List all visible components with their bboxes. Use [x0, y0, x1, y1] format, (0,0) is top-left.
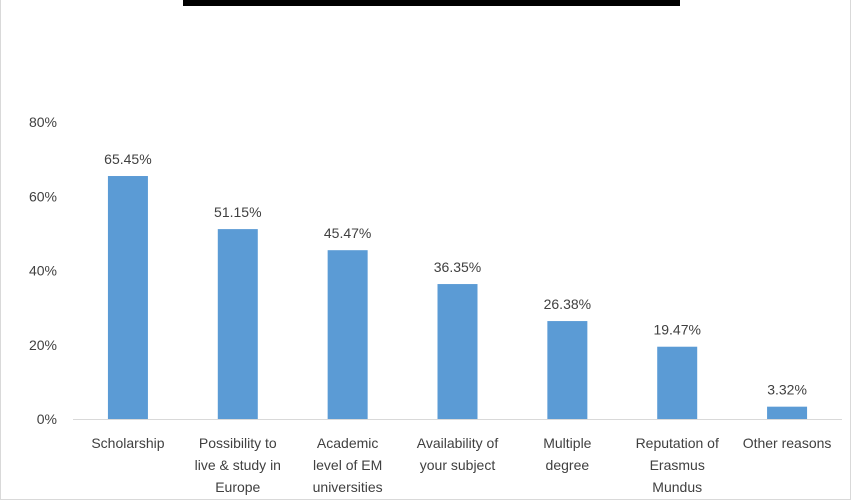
- category-label-line: Erasmus: [650, 457, 705, 473]
- category-label-line: Reputation of: [636, 435, 719, 451]
- category-label-line: Availability of: [417, 435, 499, 451]
- category-label-line: Europe: [215, 479, 260, 495]
- bar: [437, 284, 478, 419]
- bar: [217, 229, 258, 419]
- data-label: 51.15%: [214, 204, 261, 220]
- y-axis-ticks: 0% 20% 40% 60% 80%: [29, 114, 57, 427]
- category-label: Other reasons: [743, 435, 832, 451]
- bar: [107, 176, 148, 419]
- category-label: Possibility to live & study in Europe: [195, 435, 281, 495]
- category-label-line: Mundus: [652, 479, 702, 495]
- bar: [547, 321, 588, 419]
- category-label-line: universities: [313, 479, 383, 495]
- category-label-line: Other reasons: [743, 435, 832, 451]
- data-label: 26.38%: [544, 296, 591, 312]
- category-label-line: Academic: [317, 435, 378, 451]
- bar: [767, 406, 808, 419]
- category-label-line: live & study in: [195, 457, 281, 473]
- category-label-line: degree: [546, 457, 590, 473]
- category-label: Reputation of Erasmus Mundus: [636, 435, 719, 495]
- y-tick-label: 80%: [29, 114, 57, 130]
- category-label-line: Scholarship: [91, 435, 164, 451]
- top-black-bar: [183, 0, 680, 6]
- bar: [657, 346, 698, 419]
- data-label: 65.45%: [104, 151, 151, 167]
- y-tick-label: 20%: [29, 337, 57, 353]
- y-tick-label: 40%: [29, 263, 57, 279]
- category-labels: Scholarship Possibility to live & study in…: [91, 435, 831, 495]
- category-label: Scholarship: [91, 435, 164, 451]
- bars: [107, 176, 808, 419]
- data-label: 45.47%: [324, 225, 371, 241]
- category-label-line: Possibility to: [199, 435, 277, 451]
- category-label-line: Multiple: [543, 435, 591, 451]
- y-tick-label: 0%: [37, 411, 57, 427]
- category-label-line: level of EM: [313, 457, 382, 473]
- category-label: Availability of your subject: [417, 435, 499, 473]
- data-label: 19.47%: [653, 322, 700, 338]
- data-label: 3.32%: [767, 382, 807, 398]
- category-label: Multiple degree: [543, 435, 591, 473]
- category-label: Academic level of EM universities: [313, 435, 383, 495]
- bar: [327, 250, 368, 419]
- category-label-line: your subject: [420, 457, 496, 473]
- data-label: 36.35%: [434, 259, 481, 275]
- data-labels: 65.45% 51.15% 45.47% 36.35% 26.38% 19.47% 3.32…: [104, 151, 807, 398]
- y-tick-label: 60%: [29, 188, 57, 204]
